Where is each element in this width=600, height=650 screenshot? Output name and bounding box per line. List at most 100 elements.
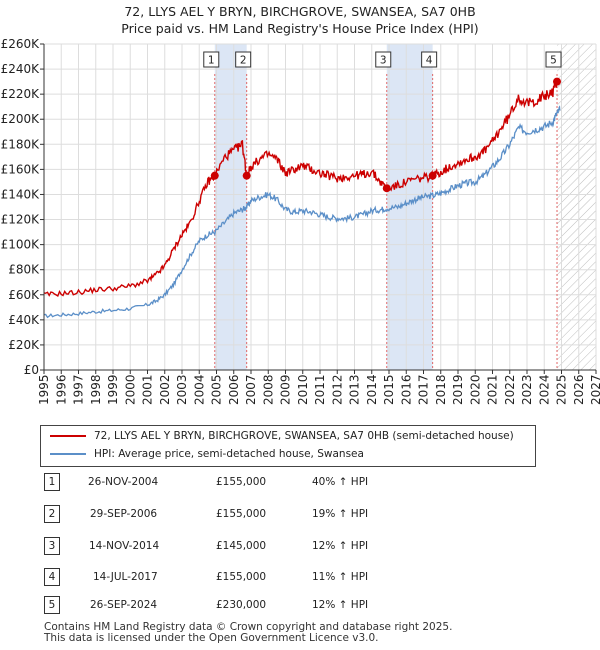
legend-item-property: 72, LLYS AEL Y BRYN, BIRCHGROVE, SWANSEA… [50,430,514,442]
sale-date: 29-SEP-2006 [90,508,158,520]
chart-title-line2: Price paid vs. HM Land Registry's House … [121,21,479,36]
chart-legend: 72, LLYS AEL Y BRYN, BIRCHGROVE, SWANSEA… [40,425,536,467]
x-tick-label: 2025 [555,374,569,405]
x-tick-label: 1998 [89,374,103,405]
sale-label-box [375,51,392,68]
x-tick-label: 1995 [37,374,51,405]
x-tick-label: 2023 [520,374,534,405]
sale-point [210,171,219,180]
legend-line-property [50,435,86,437]
y-tick-label: £120K [1,213,41,227]
sale-label-text: 4 [426,55,433,67]
sale-label-box [421,51,438,68]
sale-label-text: 5 [550,55,557,67]
x-tick-label: 2008 [261,374,275,405]
x-tick-label: 2003 [175,374,189,405]
y-tick-label: £260K [1,37,41,51]
sale-number-badge: 4 [44,568,60,586]
legend-item-hpi: HPI: Average price, semi-detached house,… [50,448,364,460]
price-chart: 1 2 3 4 5 £0 £20K £40K £60K £80K £100K £120K £140K £… [1,37,600,405]
sale-row: 2 29-SEP-2006 £155,000 19% ↑ HPI [44,505,384,523]
x-tick-label: 2027 [589,374,600,405]
sale-label-text: 2 [240,55,247,67]
y-tick-label: £100K [1,238,41,252]
sale-point [553,77,562,86]
x-tick-label: 2010 [296,374,310,405]
x-tick-label: 2011 [313,374,327,405]
sale-row: 5 26-SEP-2024 £230,000 12% ↑ HPI [44,596,384,614]
y-tick-label: £180K [1,137,41,151]
sale-hpi-change: 12% ↑ HPI [312,540,369,552]
x-tick-label: 2004 [192,374,206,405]
sale-date: 14-JUL-2017 [93,571,158,583]
x-tick-label: 2007 [244,374,258,405]
legend-label-property: 72, LLYS AEL Y BRYN, BIRCHGROVE, SWANSEA… [94,430,514,442]
x-tick-label: 2024 [537,374,551,405]
sale-hpi-change: 11% ↑ HPI [312,571,369,583]
x-tick-label: 2001 [141,374,155,405]
sale-row: 3 14-NOV-2014 £145,000 12% ↑ HPI [44,537,384,555]
property-series-line [44,81,558,298]
sale-price: £155,000 [216,476,267,488]
legend-line-hpi [50,453,86,455]
x-tick-label: 1999 [106,374,120,405]
sale-date: 26-NOV-2004 [88,476,159,488]
sale-hpi-change: 12% ↑ HPI [312,599,369,611]
sale-price: £155,000 [216,508,267,520]
sale-row: 1 26-NOV-2004 £155,000 40% ↑ HPI [44,473,384,491]
sale-point [382,184,391,193]
sale-label-text: 1 [208,55,215,67]
footer-attribution: Contains HM Land Registry data © Crown c… [44,622,452,644]
x-tick-label: 2016 [399,374,413,405]
y-tick-label: £20K [8,338,40,352]
x-tick-label: 2014 [365,374,379,405]
x-tick-label: 2017 [417,374,431,405]
x-tick-label: 1997 [72,374,86,405]
y-tick-label: £60K [8,288,40,302]
x-tick-label: 2009 [279,374,293,405]
sale-label-text: 3 [380,55,387,67]
shaded-period [214,44,247,370]
chart-title-line1: 72, LLYS AEL Y BRYN, BIRCHGROVE, SWANSEA… [124,4,476,19]
x-tick-label: 2018 [434,374,448,405]
shaded-period [386,44,433,370]
footer-line1: Contains HM Land Registry data © Crown c… [44,621,453,633]
sale-price: £145,000 [216,540,267,552]
y-tick-label: £80K [8,263,40,277]
sale-label-box [203,51,220,68]
x-tick-label: 1996 [54,374,68,405]
sale-date: 26-SEP-2024 [90,599,158,611]
sale-number-badge: 1 [44,473,60,491]
sale-date: 14-NOV-2014 [89,540,160,552]
forecast-hatch [557,44,596,370]
hpi-series-line [44,105,561,319]
x-tick-label: 2022 [503,374,517,405]
sale-hpi-change: 40% ↑ HPI [312,476,369,488]
sale-label-box [545,51,562,68]
y-tick-label: £40K [8,313,40,327]
sale-number-badge: 3 [44,537,60,555]
sale-price: £230,000 [216,599,267,611]
y-tick-label: £140K [1,187,41,201]
x-tick-label: 2019 [451,374,465,405]
x-tick-label: 2006 [227,374,241,405]
x-tick-label: 2012 [330,374,344,405]
y-tick-label: £220K [1,87,41,101]
x-tick-label: 2015 [382,374,396,405]
y-tick-label: £160K [1,162,41,176]
y-tick-label: £240K [1,62,41,76]
chart-title: 72, LLYS AEL Y BRYN, BIRCHGROVE, SWANSEA… [0,3,600,37]
sale-price: £155,000 [216,571,267,583]
sale-point [428,171,437,180]
sale-point [242,171,251,180]
sale-row: 4 14-JUL-2017 £155,000 11% ↑ HPI [44,568,384,586]
sale-number-badge: 2 [44,505,60,523]
footer-line2: This data is licensed under the Open Gov… [44,632,379,644]
legend-label-hpi: HPI: Average price, semi-detached house,… [94,448,364,460]
x-tick-label: 2020 [468,374,482,405]
x-tick-label: 2026 [572,374,586,405]
x-tick-label: 2002 [158,374,172,405]
x-tick-label: 2021 [486,374,500,405]
y-tick-label: £200K [1,112,41,126]
sale-number-badge: 5 [44,596,60,614]
